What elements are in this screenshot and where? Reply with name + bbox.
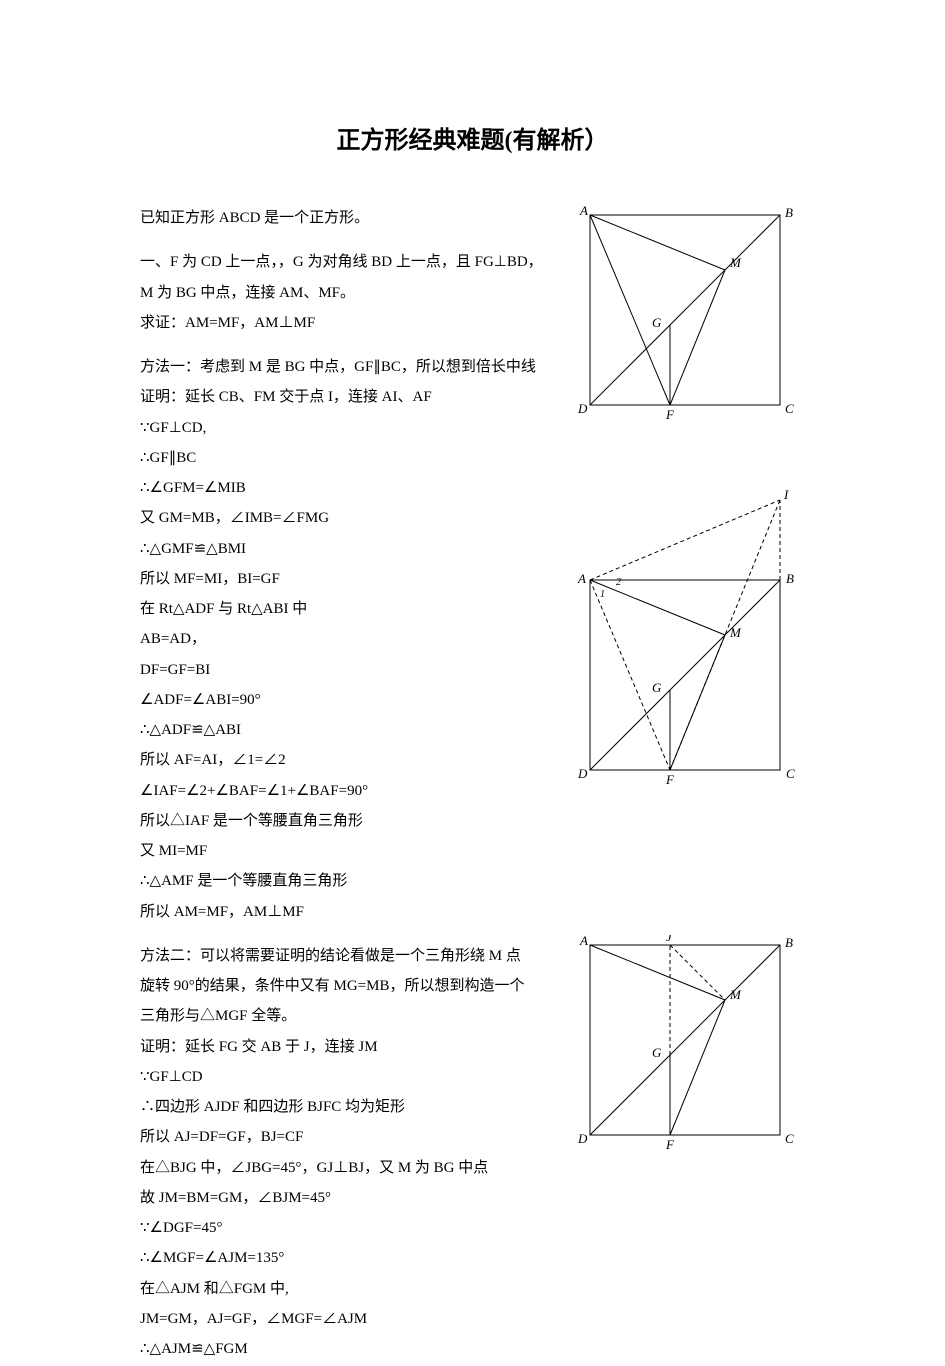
intro-text: 已知正方形 ABCD 是一个正方形。 [140,205,570,231]
figure-1: A B C D F G M [570,205,810,420]
vertex-label: D [577,1131,588,1146]
figure-2: A B C D F G M I 1 2 [570,485,835,785]
proof-line: 所以 AF=AI，∠1=∠2 [140,747,570,773]
proof-line: 又 GM=MB，∠IMB=∠FMG [140,505,570,531]
vertex-label: C [786,766,795,781]
vertex-label: F [665,407,675,420]
vertex-label: C [785,1131,794,1146]
problem-line: 求证：AM=MF，AM⊥MF [140,310,570,336]
proof-line: ∵∠DGF=45° [140,1215,570,1241]
angle-label: 1 [600,589,605,600]
proof-line: 故 JM=BM=GM，∠BJM=45° [140,1185,570,1211]
proof-line: ∴∠GFM=∠MIB [140,475,570,501]
vertex-label: A [579,205,588,218]
proof-line: AB=AD， [140,626,570,652]
proof-line: 所以 AM=MF，AM⊥MF [140,899,570,925]
proof-line: 证明：延长 FG 交 AB 于 J，连接 JM [140,1034,570,1060]
vertex-label: G [652,680,662,695]
proof-line: 在△BJG 中，∠JBG=45°，GJ⊥BJ，又 M 为 BG 中点 [140,1155,570,1181]
angle-label: 2 [616,577,621,588]
geometry-diagram-icon: A B C D F G M [570,205,810,420]
vertex-label: J [666,935,673,944]
proof-line: ∴△AMF 是一个等腰直角三角形 [140,868,570,894]
page-title: 正方形经典难题(有解析） [140,120,805,155]
vertex-label: B [786,571,794,586]
vertex-label: A [579,935,588,948]
problem-line: 一、F 为 CD 上一点，，G 为对角线 BD 上一点，且 FG⊥BD， [140,249,570,275]
problem-line: M 为 BG 中点，连接 AM、MF。 [140,280,570,306]
proof-line: ∠ADF=∠ABI=90° [140,687,570,713]
vertex-label: M [729,255,742,270]
vertex-label: F [665,772,675,785]
vertex-label: G [652,315,662,330]
vertex-label: D [577,766,588,781]
vertex-label: B [785,935,793,950]
vertex-label: D [577,401,588,416]
vertex-label: C [785,401,794,416]
proof-line: ∴四边形 AJDF 和四边形 BJFC 均为矩形 [140,1094,570,1120]
proof-line: JM=GM，AJ=GF，∠MGF=∠AJM [140,1306,570,1332]
vertex-label: I [783,487,789,502]
proof-line: 所以△IAF 是一个等腰直角三角形 [140,808,570,834]
text-column: 已知正方形 ABCD 是一个正方形。 一、F 为 CD 上一点，，G 为对角线 … [140,205,570,1366]
proof-line: 所以 MF=MI，BI=GF [140,566,570,592]
vertex-label: M [729,625,742,640]
proof-line: DF=GF=BI [140,657,570,683]
proof-line: ∴△ADF≌△ABI [140,717,570,743]
vertex-label: F [665,1137,675,1150]
proof-line: 所以 AJ=DF=GF，BJ=CF [140,1124,570,1150]
proof-line: 在△AJM 和△FGM 中, [140,1276,570,1302]
vertex-label: B [785,205,793,220]
method2-heading: 旋转 90°的结果，条件中又有 MG=MB，所以想到构造一个 [140,973,570,999]
proof-line: ∠IAF=∠2+∠BAF=∠1+∠BAF=90° [140,778,570,804]
vertex-label: M [729,987,742,1002]
proof-line: 又 MI=MF [140,838,570,864]
proof-line: ∴GF∥BC [140,445,570,471]
proof-line: ∴∠MGF=∠AJM=135° [140,1245,570,1271]
vertex-label: G [652,1045,662,1060]
figure-3: A B C D F G M J [570,935,810,1150]
body: 已知正方形 ABCD 是一个正方形。 一、F 为 CD 上一点，，G 为对角线 … [140,205,805,1366]
proof-line: ∵GF⊥CD [140,1064,570,1090]
method2-heading: 三角形与△MGF 全等。 [140,1003,570,1029]
vertex-label: A [577,571,586,586]
proof-line: ∴△AJM≌△FGM [140,1336,570,1362]
proof-line: ∵GF⊥CD, [140,415,570,441]
proof-line: ∴△GMF≌△BMI [140,536,570,562]
geometry-diagram-icon: A B C D F G M I 1 2 [570,485,835,785]
proof-line: 证明：延长 CB、FM 交于点 I，连接 AI、AF [140,384,570,410]
geometry-diagram-icon: A B C D F G M J [570,935,810,1150]
method2-heading: 方法二：可以将需要证明的结论看做是一个三角形绕 M 点 [140,943,570,969]
proof-line: 在 Rt△ADF 与 Rt△ABI 中 [140,596,570,622]
method1-heading: 方法一：考虑到 M 是 BG 中点，GF∥BC，所以想到倍长中线 [140,354,570,380]
